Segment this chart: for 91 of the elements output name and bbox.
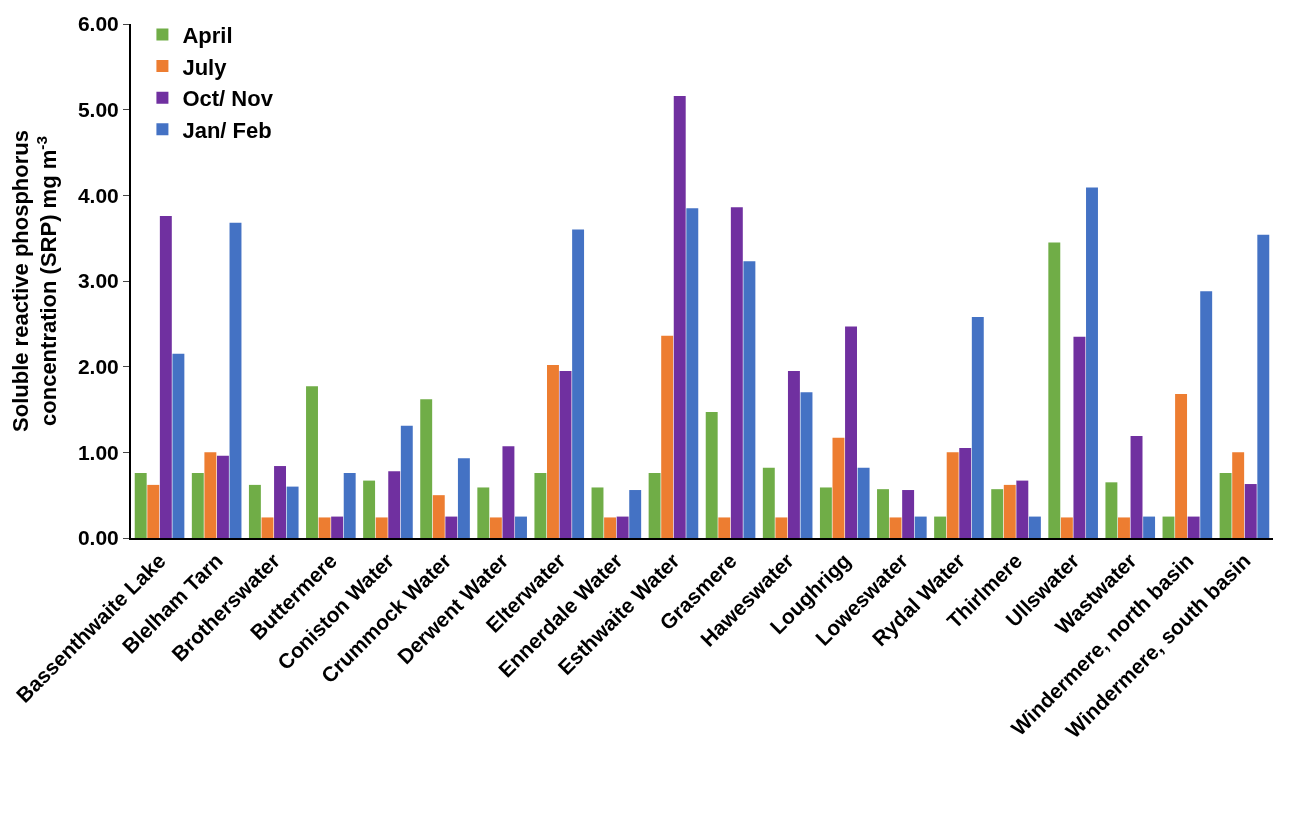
bar — [686, 208, 699, 538]
bar — [534, 472, 547, 538]
bar — [914, 516, 927, 538]
bar — [1016, 480, 1029, 538]
bar — [1048, 242, 1061, 538]
bar — [971, 316, 984, 538]
bar — [889, 517, 902, 538]
bar — [286, 486, 299, 538]
legend-label: Jan/ Feb — [182, 117, 272, 143]
bar — [718, 517, 731, 538]
bar — [991, 489, 1004, 538]
bar — [959, 448, 972, 538]
bar — [172, 353, 185, 538]
y-tick-label: 1.00 — [77, 440, 119, 464]
bar — [946, 452, 959, 538]
bar — [216, 455, 229, 538]
legend-label: July — [182, 54, 228, 80]
bar — [147, 484, 160, 538]
bar — [877, 489, 889, 538]
bar — [489, 517, 502, 538]
bar — [261, 517, 274, 538]
bar — [1060, 517, 1073, 538]
bar — [705, 412, 718, 538]
bar — [432, 495, 445, 538]
bar — [1118, 517, 1130, 538]
bar — [343, 472, 356, 538]
bar — [845, 326, 857, 538]
bar — [1219, 472, 1232, 538]
bar — [1086, 187, 1098, 538]
bar — [1244, 484, 1257, 538]
bar — [819, 487, 832, 538]
bar — [572, 229, 585, 538]
bar — [477, 487, 490, 538]
bar — [1105, 482, 1118, 538]
bar — [274, 466, 286, 538]
y-tick-label: 4.00 — [77, 183, 119, 207]
bar — [229, 222, 242, 538]
bar — [420, 399, 433, 538]
bar — [502, 446, 515, 538]
bar — [1073, 336, 1086, 538]
bar — [445, 516, 458, 538]
bar — [800, 392, 813, 538]
bar — [787, 370, 800, 538]
bar — [1257, 234, 1270, 538]
y-tick-label: 0.00 — [77, 526, 119, 550]
bar — [363, 480, 376, 538]
bar — [730, 207, 743, 538]
bar — [1143, 516, 1156, 538]
bar — [661, 335, 674, 538]
bar — [559, 370, 572, 538]
bar — [616, 516, 629, 538]
bar — [1130, 436, 1143, 538]
bar — [331, 516, 344, 538]
bar — [604, 517, 617, 538]
bar — [318, 517, 331, 538]
y-tick-label: 6.00 — [77, 12, 119, 36]
bar — [775, 517, 788, 538]
legend-label: Oct/ Nov — [182, 86, 274, 112]
bar — [857, 467, 870, 538]
bar — [1003, 484, 1016, 538]
y-tick-label: 3.00 — [77, 269, 119, 293]
bar — [248, 484, 261, 538]
bar — [134, 472, 147, 538]
bar — [515, 516, 527, 538]
bar — [762, 467, 775, 538]
bar — [457, 458, 470, 538]
bar — [673, 95, 686, 538]
bar — [159, 215, 172, 538]
bar — [832, 437, 845, 538]
bar — [375, 517, 388, 538]
bar — [1028, 516, 1041, 538]
bar — [204, 452, 217, 538]
y-tick-label: 5.00 — [77, 98, 119, 122]
bar — [1232, 452, 1245, 538]
bar — [306, 386, 318, 538]
y-tick-label: 2.00 — [77, 355, 119, 379]
bar — [388, 471, 401, 538]
bar — [629, 490, 642, 538]
bar — [191, 472, 204, 538]
bar — [934, 516, 947, 538]
bar — [1175, 394, 1188, 538]
legend-label: April — [182, 23, 233, 49]
bar — [648, 472, 661, 538]
bar — [1162, 516, 1175, 538]
bar — [1200, 291, 1213, 538]
bar — [400, 425, 413, 538]
bar — [547, 364, 559, 538]
bar — [743, 261, 756, 538]
bar — [1187, 516, 1200, 538]
bar — [591, 487, 604, 538]
bar — [902, 490, 915, 538]
